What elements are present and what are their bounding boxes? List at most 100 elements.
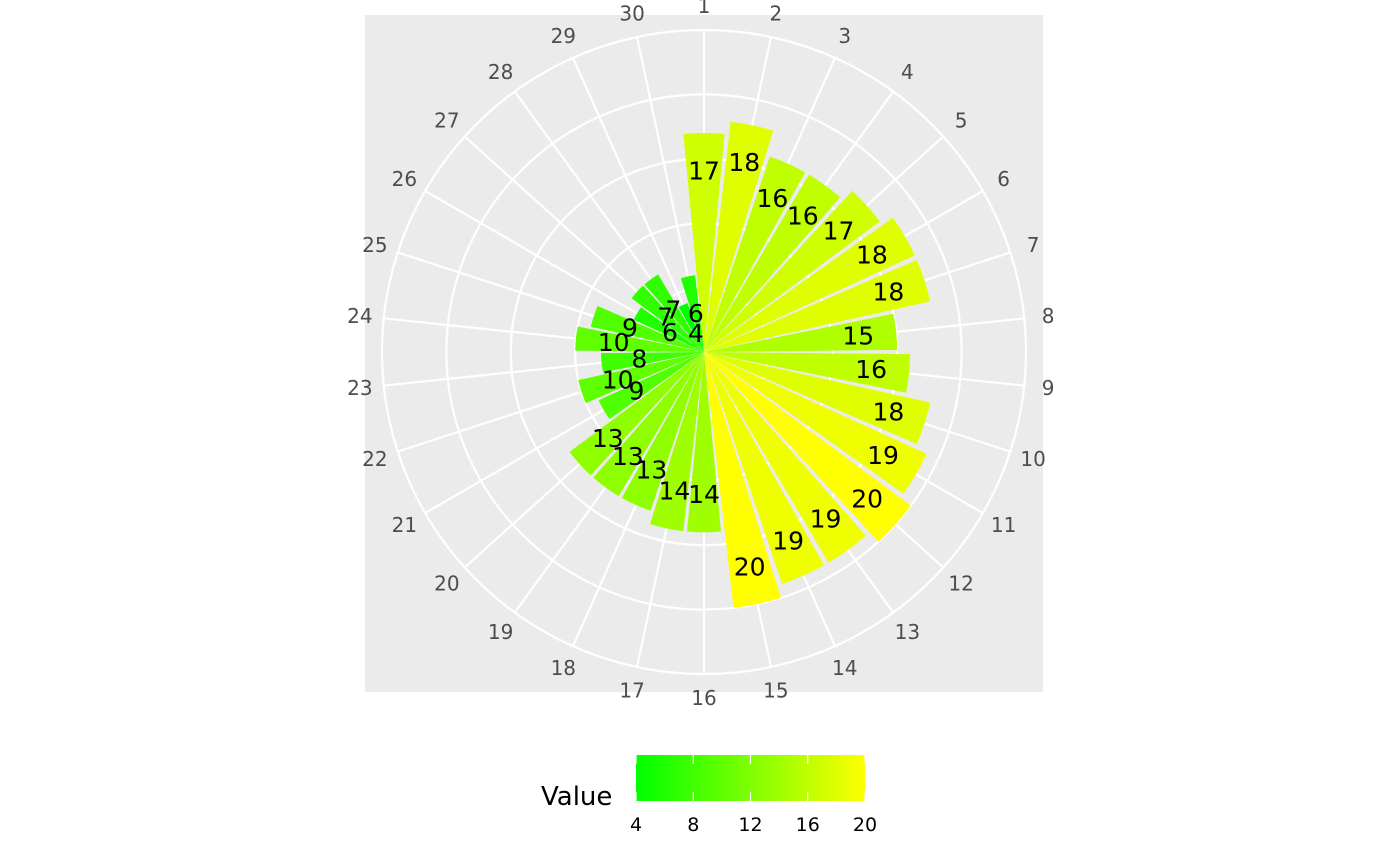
- bar-28: [644, 274, 704, 352]
- angular-tick-26: 26: [392, 167, 417, 191]
- bar-label-23: 8: [631, 344, 647, 373]
- angular-tick-7: 7: [1027, 233, 1040, 257]
- bar-29: [678, 303, 704, 352]
- legend-tick-label: 4: [630, 814, 642, 836]
- angular-tick-29: 29: [551, 24, 576, 48]
- bar-label-26: 6: [662, 318, 678, 347]
- angular-tick-labels: 1 234567891011121314151617181920212223242…: [347, 0, 1054, 710]
- bar-label-7: 18: [872, 278, 904, 307]
- bar-15: [704, 352, 782, 608]
- angular-tick-17: 17: [619, 678, 644, 702]
- angular-tick-15: 15: [763, 678, 788, 702]
- angular-tick-23: 23: [347, 376, 372, 400]
- bar-5: [704, 190, 880, 352]
- bar-3: [704, 156, 806, 352]
- bar-1: [683, 133, 725, 352]
- bar-label-15: 20: [734, 552, 766, 581]
- angular-tick-14: 14: [832, 656, 857, 680]
- bar-18: [621, 352, 704, 511]
- angular-tick-9: 9: [1042, 376, 1055, 400]
- bar-label-18: 13: [635, 456, 667, 485]
- bar-label-25: 9: [622, 313, 638, 342]
- bar-label-12: 20: [851, 484, 883, 513]
- bar-19: [593, 352, 704, 497]
- legend-ticks: 4 8 12 16 20: [630, 755, 877, 836]
- angular-tick-22: 22: [362, 447, 387, 471]
- bar-label-22: 10: [602, 366, 634, 395]
- angular-tick-24: 24: [347, 304, 372, 328]
- bar-7: [704, 259, 931, 352]
- bar-11: [704, 352, 927, 494]
- angular-tick-19: 19: [488, 620, 513, 644]
- bar-6: [704, 217, 915, 352]
- bar-label-9: 16: [855, 355, 887, 384]
- bar-label-20: 13: [592, 424, 624, 453]
- angular-tick-6: 6: [997, 167, 1010, 191]
- bar-label-29: 4: [688, 319, 704, 348]
- angular-tick-2: 2: [770, 2, 783, 26]
- bar-label-8: 15: [842, 321, 874, 350]
- bar-26: [633, 307, 704, 352]
- bar-2: [704, 121, 774, 352]
- legend: Value 4 8 12 16 20: [541, 755, 877, 836]
- bar-label-17: 14: [658, 477, 690, 506]
- legend-tick-label: 8: [687, 814, 699, 836]
- angular-tick-20: 20: [434, 572, 459, 596]
- angular-tick-11: 11: [991, 513, 1016, 537]
- bar-label-5: 17: [823, 216, 855, 245]
- bar-label-21: 9: [629, 377, 645, 406]
- bar-22: [578, 352, 704, 404]
- angular-tick-10: 10: [1020, 447, 1045, 471]
- angular-tick-21: 21: [392, 513, 417, 537]
- bar-25: [590, 305, 704, 352]
- bar-label-28: 7: [665, 295, 681, 324]
- angular-tick-27: 27: [434, 109, 459, 133]
- angular-tick-1: 1: [698, 0, 711, 18]
- bar-10: [704, 352, 931, 445]
- angular-tick-8: 8: [1042, 304, 1055, 328]
- bar-label-16: 14: [688, 480, 720, 509]
- grid-spoke: [572, 57, 706, 353]
- bar-21: [598, 352, 704, 420]
- legend-tick-label: 20: [853, 814, 877, 836]
- bar-label-13: 19: [810, 505, 842, 534]
- angular-tick-12: 12: [948, 572, 973, 596]
- bar-label-3: 16: [756, 184, 788, 213]
- bar-layer: [569, 121, 931, 608]
- bar-label-10: 18: [872, 397, 904, 426]
- angular-tick-25: 25: [362, 233, 387, 257]
- bar-23: [600, 352, 704, 373]
- bar-label-2: 18: [728, 148, 760, 177]
- bar-label-27: 7: [657, 303, 673, 332]
- bar-label-30: 6: [688, 299, 704, 328]
- angular-tick-5: 5: [955, 109, 968, 133]
- bar-label-24: 10: [598, 328, 630, 357]
- angular-tick-4: 4: [901, 60, 914, 84]
- bar-label-11: 19: [867, 441, 899, 470]
- angular-tick-28: 28: [488, 60, 513, 84]
- bar-label-19: 13: [612, 442, 644, 471]
- legend-tick-label: 16: [796, 814, 820, 836]
- bar-8: [704, 313, 898, 352]
- bar-27: [631, 285, 704, 352]
- bar-30: [680, 275, 704, 352]
- bar-20: [569, 352, 704, 476]
- bar-label-1: 17: [688, 157, 720, 186]
- bar-14: [704, 352, 825, 584]
- angular-tick-30: 30: [619, 2, 644, 26]
- angular-tick-3: 3: [838, 24, 851, 48]
- bar-12: [704, 352, 911, 542]
- bar-label-4: 16: [787, 202, 819, 231]
- legend-title: Value: [541, 782, 612, 812]
- bar-label-14: 19: [772, 526, 804, 555]
- angular-tick-18: 18: [551, 656, 576, 680]
- bar-label-6: 18: [856, 241, 888, 270]
- bar-4: [704, 174, 841, 352]
- legend-tick-label: 12: [738, 814, 762, 836]
- bar-9: [704, 352, 911, 393]
- bar-16: [687, 352, 721, 533]
- bar-13: [704, 352, 866, 563]
- bar-17: [650, 352, 704, 532]
- angular-tick-16: 16: [691, 686, 716, 710]
